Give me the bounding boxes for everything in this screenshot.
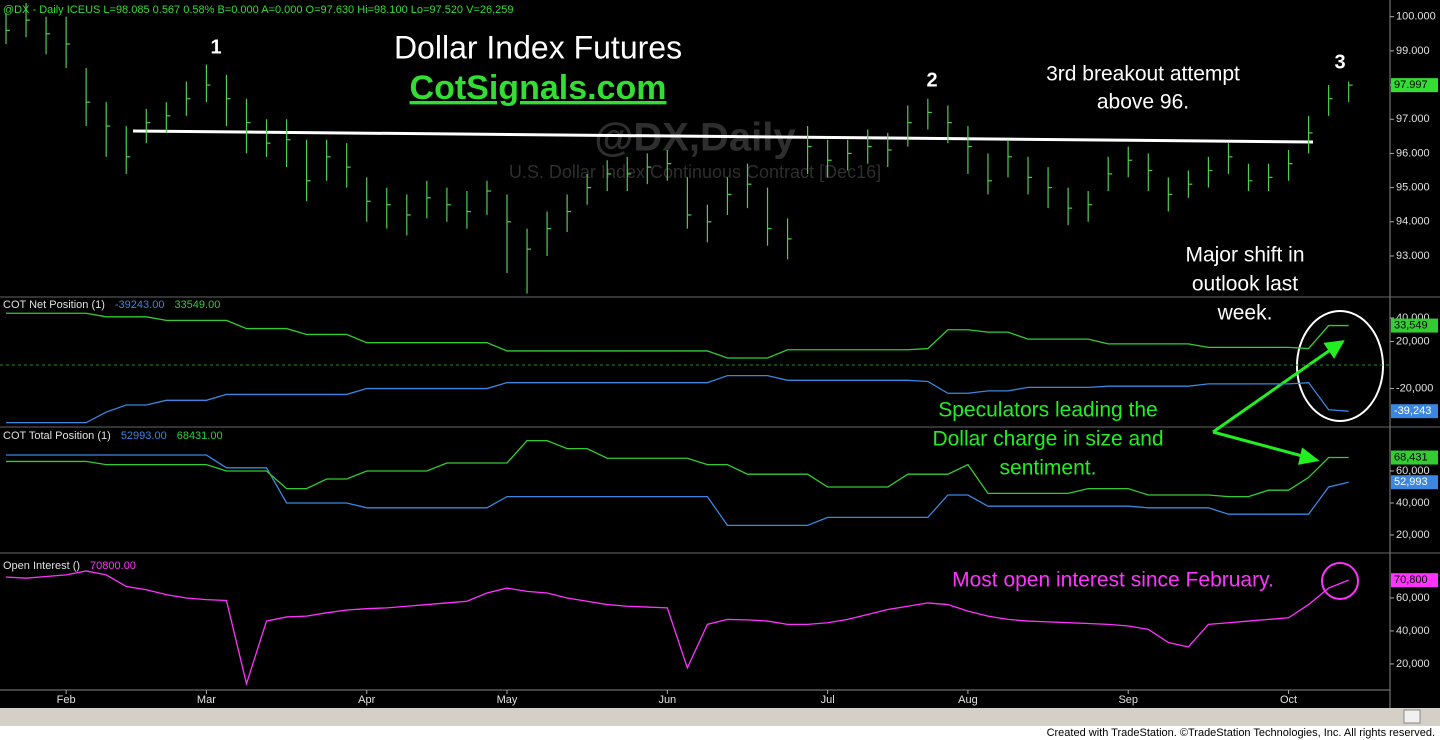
y-tick-label: 96.000 [1396,147,1430,159]
scrollbar-thumb[interactable] [1403,709,1421,724]
last-value-box [1391,450,1438,465]
y-tick-label: 100.000 [1396,11,1436,23]
footer: Created with TradeStation. ©TradeStation… [1047,727,1435,739]
annotation: week. [1217,302,1273,325]
annotation: Major shift in [1185,244,1304,267]
y-tick-label: 60,000 [1396,592,1430,604]
annotation: Speculators leading the [938,399,1158,422]
last-value-label: 52,993 [1394,476,1428,488]
series-header-value: 70800.00 [90,560,136,572]
series-line [5,570,1349,687]
scrollbar-track [0,708,1440,726]
series-line [6,374,1349,424]
x-tick-label: Sep [1118,694,1138,706]
panel-title: COT Net Position (1) [3,299,105,311]
x-tick-label: Jul [821,694,835,706]
y-tick-label: 94.000 [1396,216,1430,228]
last-value-label: 68,431 [1394,451,1428,463]
annotation: Most open interest since February. [952,569,1274,592]
y-tick-label: 40,000 [1396,625,1430,637]
last-value-box [1391,404,1438,419]
arrows [1212,340,1345,465]
y-tick-label: -20,000 [1396,382,1433,394]
series-header-value: -39243.00 [115,299,165,311]
x-tick-label: Apr [358,694,375,706]
series-line [6,439,1349,498]
x-tick-label: Mar [197,694,216,706]
watermark: U.S. Dollar Index Continuous Contract [D… [509,162,881,182]
last-value-label: -39,243 [1394,405,1431,417]
y-tick-label: 20,000 [1396,335,1430,347]
annotation: outlook last [1192,273,1298,296]
last-value-label: 33,549 [1394,319,1428,331]
annotation: 2 [926,69,937,91]
y-tick-label: 95.000 [1396,182,1430,194]
x-tick-label: Feb [57,694,76,706]
y-tick-label: 99.000 [1396,45,1430,57]
series-header-value: 68431.00 [177,430,223,442]
panel-title: COT Total Position (1) [3,430,111,442]
last-value-box [1391,475,1438,490]
y-tick-label: 60,000 [1396,465,1430,477]
annotation: sentiment. [1000,457,1097,480]
annotation: above 96. [1097,91,1189,114]
series-header-value: 52993.00 [121,430,167,442]
annotation: 3 [1334,51,1345,73]
last-value-box [1391,78,1438,93]
series-header-value: 33549.00 [174,299,220,311]
last-value-label: 97.997 [1394,79,1428,91]
panel-title: Open Interest () [3,560,80,572]
annotation: 3rd breakout attempt [1046,63,1240,86]
footer-bar [0,726,1440,740]
series-line [6,454,1349,527]
last-value-box [1391,318,1438,333]
y-tick-label: 20,000 [1396,529,1430,541]
y-tick-label: 97.000 [1396,113,1430,125]
trend-line [132,129,1314,144]
highlight-ellipse [1296,310,1384,422]
x-tick-label: May [497,694,518,706]
x-tick-label: Jun [658,694,676,706]
highlight-circle [1321,562,1359,600]
series-line [6,312,1349,359]
y-tick-label: 40,000 [1396,497,1430,509]
y-tick-label: 93.000 [1396,250,1430,262]
chart-header: @DX - Daily ICEUS L=98.085 0.567 0.58% B… [3,4,514,16]
last-value-label: 70,800 [1394,574,1428,586]
x-tick-label: Oct [1280,694,1297,706]
last-value-box [1391,573,1438,588]
x-tick-label: Aug [958,694,978,706]
y-tick-label: 20,000 [1396,658,1430,670]
chart-title: Dollar Index Futures [394,29,682,65]
annotation: Dollar charge in size and [932,428,1163,451]
chart-subtitle: CotSignals.com [410,69,667,107]
annotation: 1 [210,36,221,58]
